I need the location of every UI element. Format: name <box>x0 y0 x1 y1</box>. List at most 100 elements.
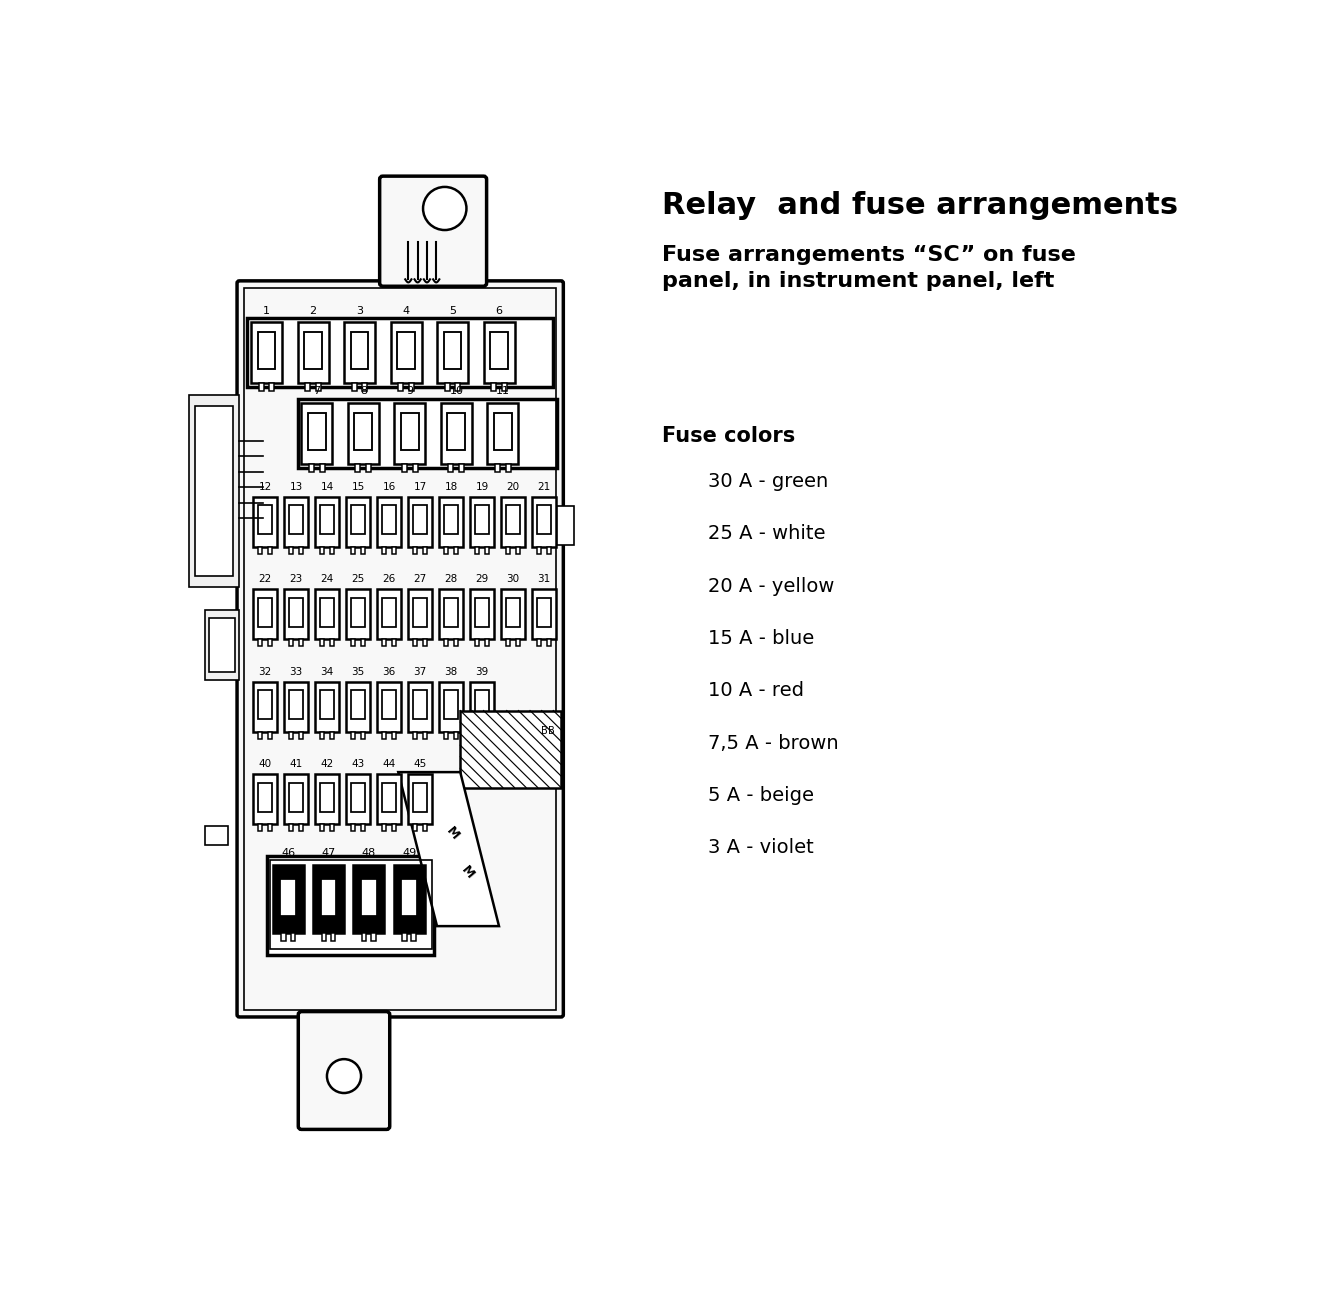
Bar <box>377 774 402 824</box>
Bar <box>532 497 557 546</box>
Bar <box>507 639 511 647</box>
Text: 42: 42 <box>321 758 334 769</box>
Bar <box>284 682 309 731</box>
Text: 31: 31 <box>537 574 550 584</box>
Bar <box>537 505 550 535</box>
Bar <box>377 682 402 731</box>
Bar <box>204 826 228 846</box>
Bar <box>289 505 302 535</box>
Bar <box>321 878 337 916</box>
Text: 17: 17 <box>414 481 427 492</box>
Text: 35: 35 <box>351 666 365 677</box>
Bar <box>453 546 457 554</box>
Bar <box>195 406 233 576</box>
Bar <box>330 731 334 739</box>
Bar <box>361 878 377 916</box>
Bar <box>321 933 326 941</box>
Bar <box>268 546 272 554</box>
Text: 49: 49 <box>402 847 416 857</box>
Bar <box>382 505 395 535</box>
Bar <box>351 546 355 554</box>
Bar <box>284 497 309 546</box>
Bar <box>351 597 365 627</box>
Text: 27: 27 <box>414 574 427 584</box>
Bar <box>290 933 296 941</box>
Text: 23: 23 <box>289 574 302 584</box>
Bar <box>320 824 325 831</box>
Bar <box>439 589 463 639</box>
Text: 7,5 A - brown: 7,5 A - brown <box>708 734 839 752</box>
Bar <box>537 639 541 647</box>
Bar <box>259 505 272 535</box>
Text: 41: 41 <box>289 758 302 769</box>
Bar <box>346 589 370 639</box>
Text: 15 A - blue: 15 A - blue <box>708 628 814 648</box>
Bar <box>190 394 240 587</box>
Text: 10: 10 <box>450 386 463 397</box>
Text: 13: 13 <box>289 481 302 492</box>
Bar <box>377 497 402 546</box>
Bar <box>408 384 414 390</box>
Text: 5: 5 <box>450 306 456 316</box>
Text: 30 A - green: 30 A - green <box>708 472 829 490</box>
Bar <box>382 546 386 554</box>
Text: 7: 7 <box>313 386 321 397</box>
Bar <box>268 731 272 739</box>
Bar <box>475 639 479 647</box>
Text: 45: 45 <box>414 758 427 769</box>
Bar <box>398 384 403 390</box>
Text: 10 A - red: 10 A - red <box>708 682 805 700</box>
Bar <box>414 639 418 647</box>
Bar <box>289 690 302 719</box>
Bar <box>411 933 416 941</box>
Bar <box>407 497 432 546</box>
Text: 3: 3 <box>355 306 363 316</box>
Bar <box>414 690 427 719</box>
Bar <box>475 731 479 739</box>
Bar <box>391 546 395 554</box>
Bar <box>546 546 550 554</box>
Bar <box>402 464 407 471</box>
Bar <box>390 321 422 384</box>
Text: 46: 46 <box>281 847 296 857</box>
Bar <box>475 505 489 535</box>
Bar <box>485 731 489 739</box>
Bar <box>351 690 365 719</box>
Text: 25 A - white: 25 A - white <box>708 524 826 544</box>
Text: 15: 15 <box>351 481 365 492</box>
Bar <box>330 546 334 554</box>
Bar <box>320 783 334 812</box>
Bar <box>354 412 373 450</box>
Bar <box>330 933 335 941</box>
Bar <box>361 546 365 554</box>
Bar <box>423 546 427 554</box>
Bar <box>557 506 574 545</box>
Bar <box>330 824 334 831</box>
Bar <box>516 639 520 647</box>
Bar <box>414 546 418 554</box>
Bar <box>475 546 479 554</box>
Bar <box>284 774 309 824</box>
Text: 16: 16 <box>382 481 395 492</box>
Bar <box>271 860 431 950</box>
Bar <box>252 774 277 824</box>
Bar <box>362 933 366 941</box>
Bar <box>414 783 427 812</box>
Text: 1: 1 <box>263 306 271 316</box>
Bar <box>391 824 395 831</box>
Text: 38: 38 <box>444 666 457 677</box>
Bar <box>251 321 282 384</box>
Bar <box>281 878 296 916</box>
Text: 40: 40 <box>259 758 272 769</box>
Bar <box>297 398 557 468</box>
Bar <box>439 682 463 731</box>
Bar <box>371 933 375 941</box>
Bar <box>475 690 489 719</box>
Bar <box>382 639 386 647</box>
Bar <box>460 710 561 787</box>
Text: 24: 24 <box>321 574 334 584</box>
Bar <box>308 412 326 450</box>
Text: 36: 36 <box>382 666 395 677</box>
Bar <box>289 824 293 831</box>
Bar <box>320 546 325 554</box>
